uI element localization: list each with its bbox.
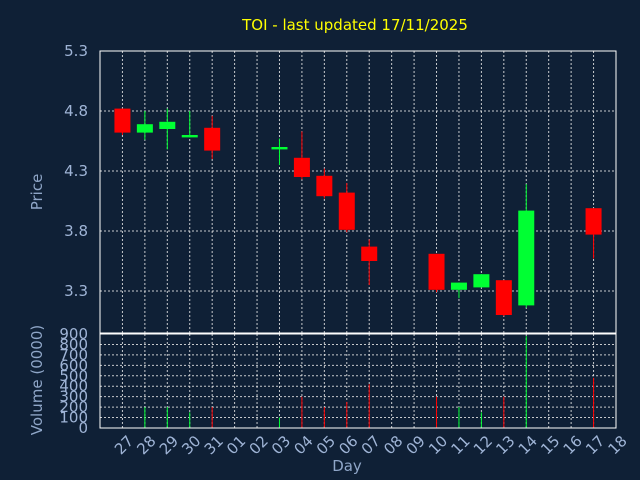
grid-lines (100, 50, 617, 429)
candle-body-03 (271, 147, 288, 150)
price-tick-label: 5.3 (64, 42, 88, 60)
candle-body-04 (293, 157, 310, 177)
volume-panel-frame (99, 333, 617, 429)
volume-tick-label: 400 (59, 377, 88, 395)
volume-bars (144, 336, 595, 428)
candle-body-12 (473, 274, 490, 288)
volume-tick-label: 0 (78, 419, 88, 437)
candle-body-17 (585, 208, 602, 235)
candle-body-28 (136, 124, 153, 133)
day-axis-label: Day (332, 457, 362, 475)
chart-title: TOI - last updated 17/11/2025 (241, 16, 468, 34)
candle-body-10 (428, 253, 445, 290)
price-axis-ticks: 3.3 3.8 4.3 4.8 5.3 (64, 42, 88, 300)
price-axis-label: Price (28, 174, 46, 211)
candle-body-27 (114, 108, 131, 133)
price-candles (114, 108, 602, 317)
day-axis-ticks: 2728293031010203040506070809101112131415… (111, 432, 631, 458)
volume-tick-label: 900 (59, 325, 88, 343)
volume-tick-label: 800 (59, 335, 88, 353)
price-panel-frame (99, 50, 617, 334)
candle-body-11 (450, 282, 467, 290)
candle-body-14 (518, 210, 535, 306)
price-tick-label: 4.8 (64, 102, 88, 120)
volume-tick-label: 200 (59, 398, 88, 416)
volume-tick-label: 700 (59, 346, 88, 364)
candle-body-05 (316, 175, 333, 197)
candle-body-31 (204, 127, 221, 151)
volume-tick-label: 600 (59, 356, 88, 374)
price-tick-label: 3.8 (64, 222, 88, 240)
candle-body-06 (338, 192, 355, 230)
day-tick-label: 18 (605, 432, 631, 458)
price-tick-label: 3.3 (64, 282, 88, 300)
volume-tick-label: 500 (59, 367, 88, 385)
volume-axis-label: Volume (0000) (28, 325, 46, 435)
price-tick-label: 4.3 (64, 162, 88, 180)
volume-tick-label: 100 (59, 409, 88, 427)
volume-tick-label: 300 (59, 388, 88, 406)
candle-body-07 (361, 246, 378, 261)
candle-body-13 (495, 280, 512, 315)
candle-body-29 (159, 121, 176, 129)
candle-body-30 (181, 135, 198, 138)
